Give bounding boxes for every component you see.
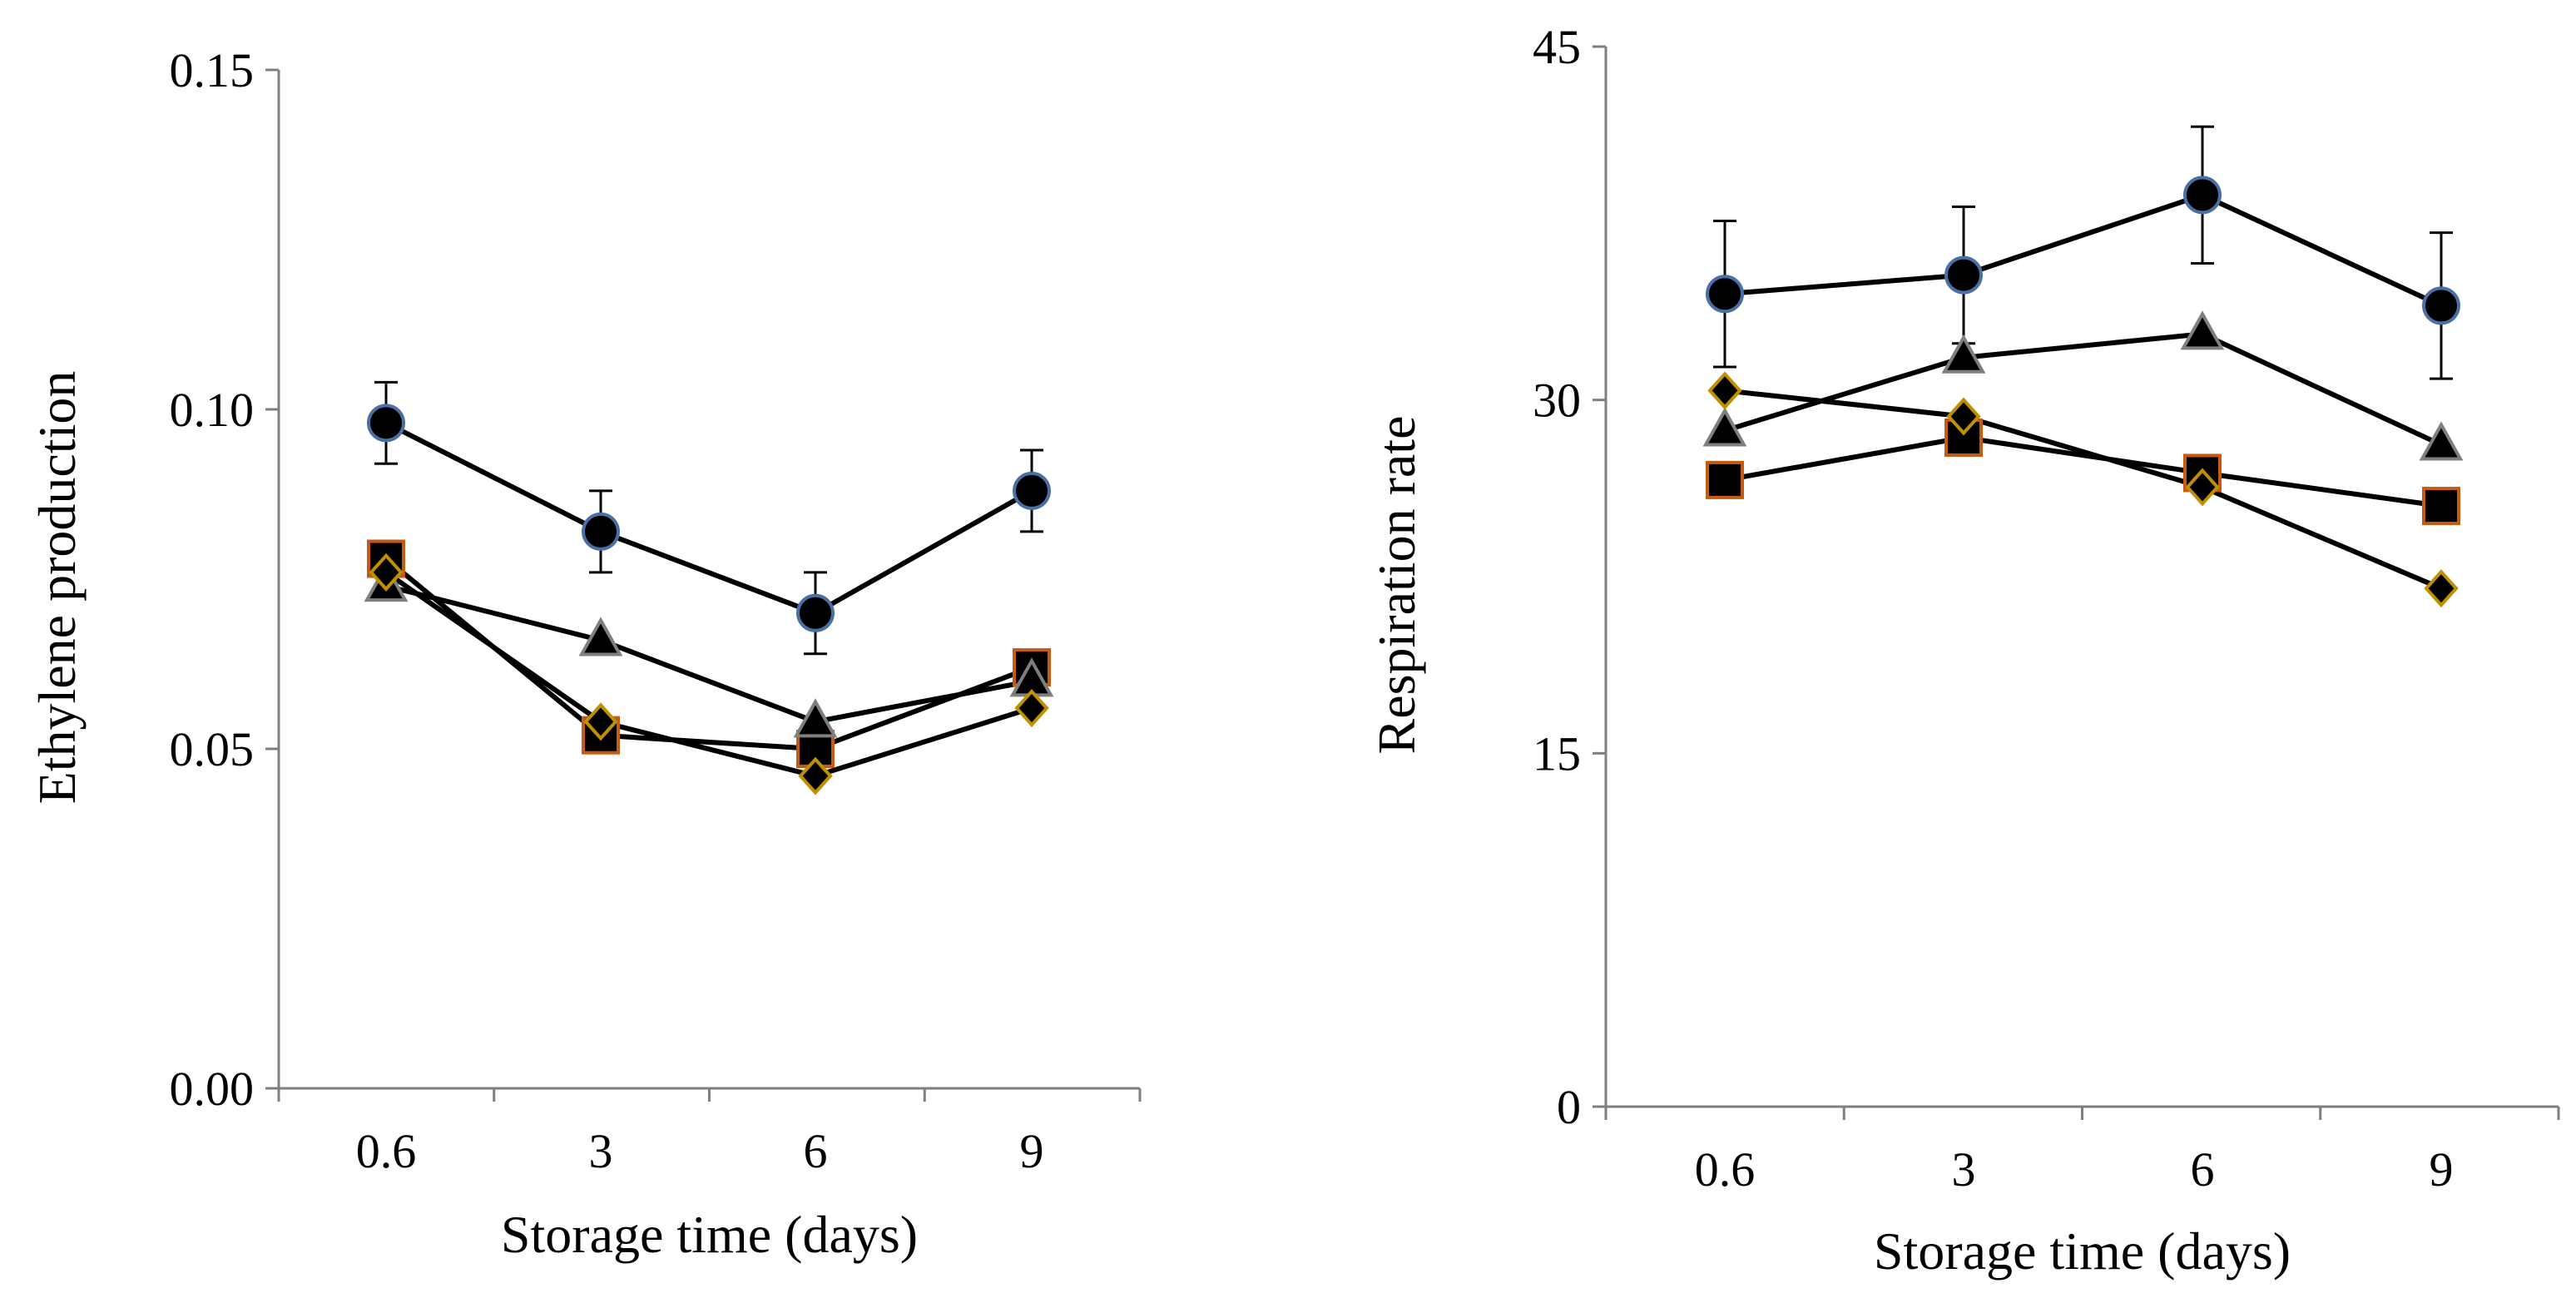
data-point-circle [2183, 176, 2222, 215]
data-point-triangle [2419, 421, 2464, 461]
series-line-triangle [1724, 331, 2443, 448]
x-tick-label: 3 [1952, 1142, 1976, 1197]
y-axis-title: Respiration rate [1367, 416, 1426, 755]
series-line-circle [384, 420, 1033, 616]
y-axis-title: Ethylene production [27, 371, 87, 805]
data-point-diamond [1014, 689, 1049, 728]
data-point-triangle [2180, 310, 2225, 350]
data-point-diamond [583, 702, 618, 741]
series-line-triangle [385, 583, 1033, 725]
respiration-chart-panel: 0 15 30 45 0.6 3 6 9 Storage time (days) Respirat… [1367, 20, 2560, 1281]
data-point-triangle [578, 617, 623, 656]
y-tick-label: 45 [1533, 20, 1581, 74]
data-point-circle [1944, 255, 1983, 295]
y-tick-label: 0.05 [170, 722, 255, 776]
y-tick-label: 0.10 [170, 383, 255, 437]
series-line-square [384, 557, 1033, 751]
data-point-diamond [2185, 468, 2220, 507]
data-point-circle [582, 512, 620, 551]
data-point-circle [367, 404, 405, 443]
data-point-diamond [2424, 569, 2459, 608]
y-tick-label: 30 [1533, 374, 1581, 428]
series-line-diamond [384, 570, 1033, 779]
x-tick-label: 6 [2191, 1142, 2215, 1197]
y-tick-label: 0.00 [170, 1062, 255, 1116]
series-line-circle [1724, 192, 2443, 309]
ethylene-chart-panel: 0.00 0.05 0.10 0.15 0.6 3 6 9 Storage time (days… [27, 43, 1142, 1264]
data-point-diamond [798, 756, 833, 795]
x-tick-label: 0.6 [1695, 1142, 1756, 1197]
y-tick-label: 15 [1533, 726, 1581, 780]
y-tick-label: 0.15 [170, 43, 255, 97]
data-point-diamond [369, 552, 404, 592]
data-point-triangle [793, 698, 838, 738]
data-point-diamond [1707, 371, 1742, 410]
data-point-diamond [1946, 397, 1981, 436]
data-point-circle [2422, 286, 2460, 325]
x-tick-label: 9 [2430, 1142, 2454, 1197]
x-axis-title: Storage time (days) [501, 1205, 918, 1264]
series-line-square [1724, 434, 2442, 509]
data-point-square [2422, 487, 2460, 526]
data-point-square [1706, 460, 1744, 499]
data-point-triangle [1941, 334, 1986, 374]
data-point-circle [1706, 275, 1744, 314]
data-point-triangle [1702, 407, 1747, 447]
x-tick-label: 6 [804, 1124, 828, 1178]
x-tick-label: 0.6 [356, 1124, 417, 1178]
data-point-circle [1013, 471, 1051, 510]
y-tick-label: 0 [1557, 1080, 1581, 1134]
series-line-diamond [1724, 388, 2443, 591]
x-tick-label: 3 [589, 1124, 613, 1178]
x-axis-title: Storage time (days) [1874, 1221, 2291, 1281]
data-point-circle [796, 593, 835, 632]
x-tick-label: 9 [1020, 1124, 1044, 1178]
